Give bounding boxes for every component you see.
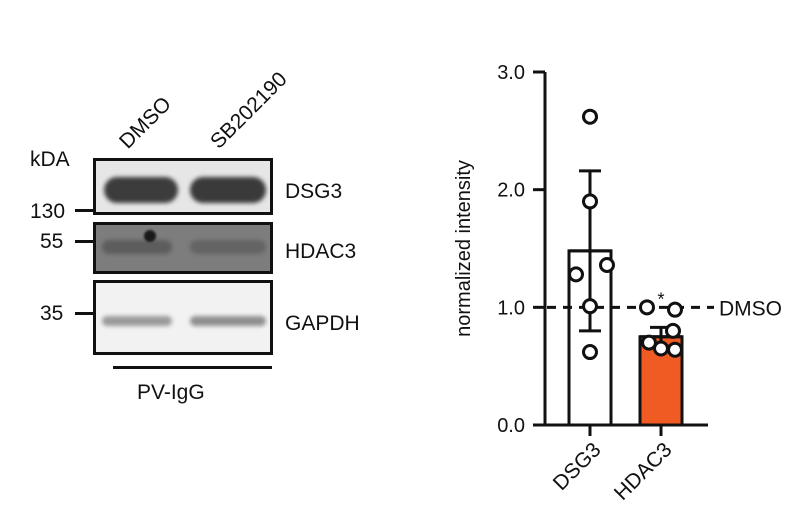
group-label: PV-IgG — [137, 381, 205, 404]
protein-label-hdac3: HDAC3 — [285, 240, 357, 263]
marker-label-55: 55 — [40, 230, 64, 253]
marker-tick-35 — [75, 312, 93, 315]
y-tick-label: 2.0 — [497, 180, 525, 202]
reference-line-label: DMSO — [719, 297, 782, 320]
y-tick-label: 0.0 — [497, 415, 525, 437]
data-point — [599, 256, 615, 273]
marker-label-35: 35 — [40, 302, 64, 325]
data-point — [582, 344, 598, 361]
blot-strip-dsg3 — [93, 158, 273, 215]
data-point — [639, 299, 655, 316]
data-point — [582, 193, 598, 210]
data-point — [667, 341, 683, 358]
y-axis-label: normalized intensity — [453, 160, 475, 337]
data-point — [665, 322, 681, 339]
x-tick-label-hdac3: HDAC3 — [610, 438, 677, 505]
data-point — [667, 301, 683, 318]
blot-strip-hdac3 — [93, 222, 273, 274]
data-point — [582, 108, 598, 125]
data-point — [653, 340, 669, 357]
marker-tick-130 — [75, 209, 93, 212]
significance-marker: * — [657, 289, 664, 309]
protein-label-dsg3: DSG3 — [285, 180, 343, 203]
marker-label-130: 130 — [30, 200, 66, 223]
protein-label-gapdh: GAPDH — [285, 312, 360, 335]
blot-strip-gapdh — [93, 280, 273, 355]
kda-label: kDA — [30, 148, 70, 171]
group-underline — [113, 366, 272, 369]
data-point — [641, 334, 657, 351]
y-tick-label: 3.0 — [497, 62, 525, 84]
marker-tick-55 — [75, 240, 93, 243]
data-point — [582, 298, 598, 315]
y-tick-label: 1.0 — [497, 297, 525, 319]
data-point — [568, 266, 584, 283]
x-tick-label-dsg3: DSG3 — [549, 438, 606, 495]
